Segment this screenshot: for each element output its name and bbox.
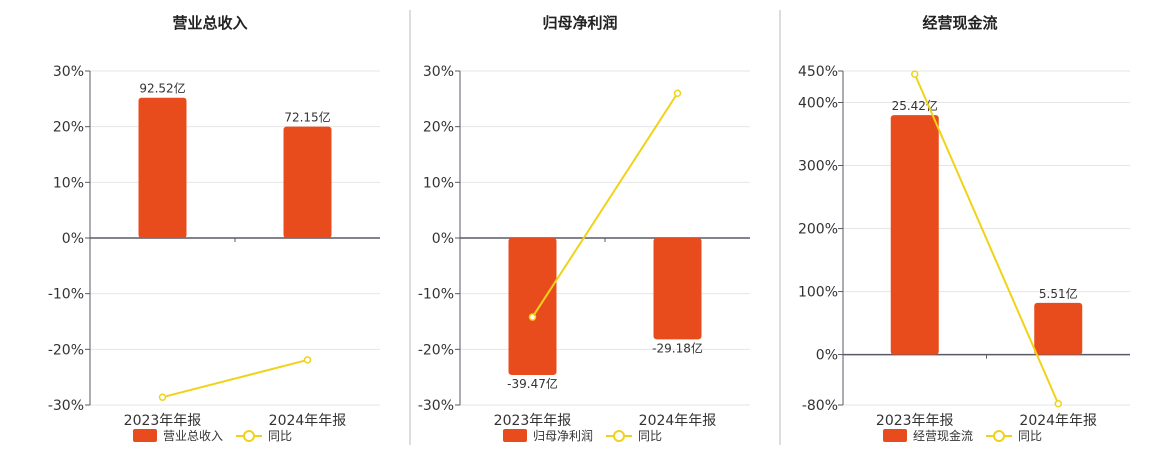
yoy-point — [673, 89, 682, 98]
y-tick-label: 30% — [53, 64, 84, 80]
y-tick-label: 0% — [432, 231, 454, 247]
chart-panel-3: 经营现金流 450% 400% 300% 200% 100% 0% -80% 2023年年报 20… — [798, 14, 1130, 443]
yoy-point — [911, 70, 919, 78]
x-tick-label: 2024年年报 — [1019, 413, 1097, 429]
x-tick-label: 2023年年报 — [124, 413, 202, 429]
y-tick-label: -20% — [418, 342, 454, 358]
legend: 经营现金流 同比 — [883, 428, 1042, 443]
x-tick-label: 2023年年报 — [876, 413, 954, 429]
chart-panel-2: 归母净利润 30% 20% 10% 0% -10% -20% -30% 2023年年报 2024年… — [418, 14, 750, 443]
legend-bar-label: 归母净利润 — [533, 429, 593, 443]
x-tick-label: 2024年年报 — [269, 413, 347, 429]
chart-title: 经营现金流 — [922, 14, 997, 32]
y-tick-label: -10% — [48, 287, 84, 303]
chart-title: 营业总收入 — [172, 14, 247, 32]
bar-data-label: 5.51亿 — [1039, 286, 1078, 301]
bar — [653, 238, 702, 340]
legend-line-label: 同比 — [1018, 429, 1042, 443]
y-tick-label: -10% — [418, 287, 454, 303]
legend-bar-label: 经营现金流 — [913, 428, 973, 443]
legend-line-label: 同比 — [638, 429, 662, 443]
y-tick-label: 0% — [816, 348, 838, 364]
y-tick-label: -30% — [418, 398, 454, 414]
bar — [1034, 302, 1083, 355]
legend-line-marker — [993, 430, 1005, 442]
bar — [508, 238, 557, 375]
legend-bar-swatch — [133, 429, 157, 442]
legend-line-marker — [243, 430, 255, 442]
bar-data-label: -29.18亿 — [652, 340, 703, 355]
x-tick-label: 2023年年报 — [494, 413, 572, 429]
y-tick-label: 400% — [798, 96, 838, 112]
legend-bar-swatch — [503, 429, 527, 442]
bar-data-label: 92.52亿 — [139, 81, 185, 96]
y-tick-label: 20% — [423, 120, 454, 136]
legend: 归母净利润 同比 — [503, 429, 662, 443]
bar — [890, 115, 939, 355]
yoy-point — [528, 313, 537, 321]
y-tick-label: -20% — [48, 342, 84, 358]
bar — [283, 126, 332, 238]
y-tick-label: 200% — [798, 222, 838, 238]
y-tick-label: 300% — [798, 159, 838, 175]
yoy-line — [913, 73, 1060, 405]
y-tick-label: 0% — [62, 231, 84, 247]
legend-line-label: 同比 — [268, 429, 292, 443]
bar — [138, 97, 187, 238]
y-tick-label: -30% — [48, 398, 84, 414]
legend-bar-label: 营业总收入 — [163, 429, 223, 443]
yoy-line — [162, 358, 308, 399]
legend: 营业总收入 同比 — [133, 429, 292, 443]
yoy-point — [303, 356, 312, 364]
y-tick-label: 30% — [423, 64, 454, 80]
yoy-point — [1054, 399, 1062, 408]
y-tick-label: 10% — [53, 175, 84, 191]
y-tick-label: -80% — [802, 398, 838, 414]
yoy-point — [158, 393, 167, 401]
bar-data-label: -39.47亿 — [507, 376, 558, 391]
y-tick-label: 20% — [53, 120, 84, 136]
chart-panel-1: 营业总收入 30% 20% 10% 0% -10% -20% -30% 2023年年报 2024年… — [48, 14, 380, 443]
bar-data-label: 72.15亿 — [284, 110, 330, 125]
y-tick-label: 100% — [798, 285, 838, 301]
legend-line-marker — [613, 430, 625, 442]
chart-title: 归母净利润 — [542, 14, 617, 32]
x-tick-label: 2024年年报 — [639, 413, 717, 429]
y-tick-label: 450% — [798, 64, 838, 80]
y-tick-label: 10% — [423, 175, 454, 191]
yoy-line — [531, 92, 679, 318]
legend-bar-swatch — [883, 429, 907, 442]
